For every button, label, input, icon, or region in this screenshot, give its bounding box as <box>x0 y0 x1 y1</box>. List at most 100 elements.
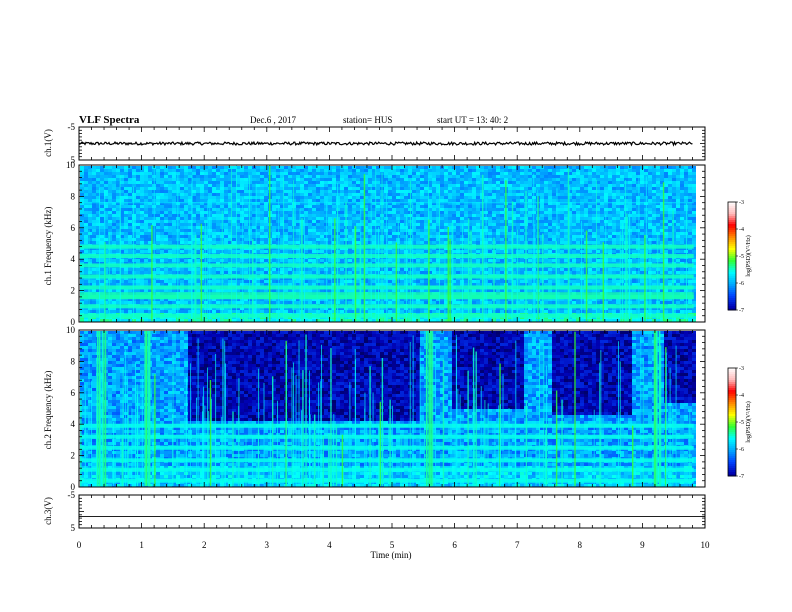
spectrogram-cell <box>384 280 388 283</box>
spectrogram-cell <box>168 196 172 199</box>
spectrogram-cell <box>160 250 164 253</box>
spectrogram-cell <box>392 214 396 217</box>
spectrogram-cell <box>348 310 352 313</box>
spectrogram-cell <box>288 175 292 178</box>
spectrogram-cell <box>208 181 212 184</box>
spectrogram-cell <box>256 307 260 310</box>
spectrogram-cell <box>116 319 120 322</box>
spectrogram-cell <box>144 190 148 193</box>
spectrogram-cell <box>116 277 120 280</box>
spectrogram-cell <box>196 319 200 322</box>
spectrogram-cell <box>192 184 196 187</box>
spectrogram-cell <box>276 280 280 283</box>
spectrogram-cell <box>184 172 188 175</box>
spectrogram-cell <box>116 289 120 292</box>
spectrogram-cell <box>236 208 240 211</box>
spectrogram-cell <box>360 196 364 199</box>
spectrogram-cell <box>252 271 256 274</box>
spectrogram-cell <box>280 208 284 211</box>
spectrogram-cell <box>208 187 212 190</box>
spectrogram-cell <box>328 280 332 283</box>
spectrogram-cell <box>392 184 396 187</box>
spectrogram-cell <box>340 187 344 190</box>
spectrogram-cell <box>276 319 280 322</box>
spectrogram-cell <box>124 310 128 313</box>
spectrogram-cell <box>104 280 108 283</box>
spectrogram-cell <box>212 187 216 190</box>
spectrogram-cell <box>432 175 436 178</box>
spectrogram-cell <box>348 280 352 283</box>
spectrogram-cell <box>336 169 340 172</box>
spectrogram-cell <box>252 301 256 304</box>
spectrogram-cell <box>320 229 324 232</box>
spectrogram-cell <box>272 250 276 253</box>
spectrogram-cell <box>112 280 116 283</box>
spectrogram-cell <box>332 208 336 211</box>
spectrogram-cell <box>132 169 136 172</box>
spectrogram-cell <box>424 199 428 202</box>
spectrogram-cell <box>320 202 324 205</box>
spectrogram-cell <box>164 172 168 175</box>
spectrogram-cell <box>388 226 392 229</box>
spectrogram-cell <box>132 280 136 283</box>
spectrogram-cell <box>224 217 228 220</box>
spectrogram-cell <box>400 214 404 217</box>
spectrogram-cell <box>292 220 296 223</box>
spectrogram-cell <box>240 289 244 292</box>
spectrogram-cell <box>96 190 100 193</box>
spectrogram-cell <box>332 196 336 199</box>
spectrogram-cell <box>312 202 316 205</box>
spectrogram-cell <box>352 214 356 217</box>
spectrogram-cell <box>136 268 140 271</box>
spectrogram-cell <box>148 289 152 292</box>
spectrogram-cell <box>104 199 108 202</box>
spectrogram-cell <box>244 277 248 280</box>
spectrogram-cell <box>192 229 196 232</box>
spectrogram-cell <box>248 169 252 172</box>
spectrogram-cell <box>284 175 288 178</box>
spectrogram-cell <box>264 181 268 184</box>
spectrogram-cell <box>192 259 196 262</box>
spectrogram-cell <box>124 202 128 205</box>
spectrogram-cell <box>104 193 108 196</box>
spectrogram-cell <box>332 199 336 202</box>
spectrogram-cell <box>244 271 248 274</box>
spectrogram-cell <box>280 214 284 217</box>
spectrogram-cell <box>324 238 328 241</box>
spectrogram-cell <box>212 208 216 211</box>
spectrogram-cell <box>280 238 284 241</box>
header-start-time: start UT = 13: 40: 2 <box>437 115 508 125</box>
spectrogram-cell <box>236 241 240 244</box>
spectrogram-cell <box>184 271 188 274</box>
spectrogram-cell <box>348 220 352 223</box>
spectrogram-cell <box>112 298 116 301</box>
spectrogram-cell <box>92 241 96 244</box>
spectrogram-cell <box>276 187 280 190</box>
spectrogram-cell <box>252 205 256 208</box>
spectrogram-cell <box>244 223 248 226</box>
spectrogram-cell <box>228 181 232 184</box>
spectrogram-cell <box>236 199 240 202</box>
spectrogram-cell <box>116 220 120 223</box>
spectrogram-cell <box>248 190 252 193</box>
spectrogram-cell <box>212 214 216 217</box>
spectrogram-cell <box>128 178 132 181</box>
spectrogram-cell <box>84 202 88 205</box>
spectrogram-cell <box>416 208 420 211</box>
spectrogram-cell <box>320 199 324 202</box>
spectrogram-cell <box>256 241 260 244</box>
spectrogram-cell <box>244 259 248 262</box>
spectrogram-cell <box>320 298 324 301</box>
spectrogram-cell <box>160 220 164 223</box>
spectrogram-cell <box>332 169 336 172</box>
spectrogram-cell <box>144 319 148 322</box>
spectrogram-cell <box>204 301 208 304</box>
spectrogram-cell <box>180 172 184 175</box>
spectrogram-cell <box>248 241 252 244</box>
spectrogram-cell <box>248 250 252 253</box>
spectrogram-cell <box>120 229 124 232</box>
spectrogram-cell <box>304 172 308 175</box>
spectrogram-cell <box>112 205 116 208</box>
spectrogram-cell <box>320 310 324 313</box>
spectrogram-cell <box>336 166 340 169</box>
